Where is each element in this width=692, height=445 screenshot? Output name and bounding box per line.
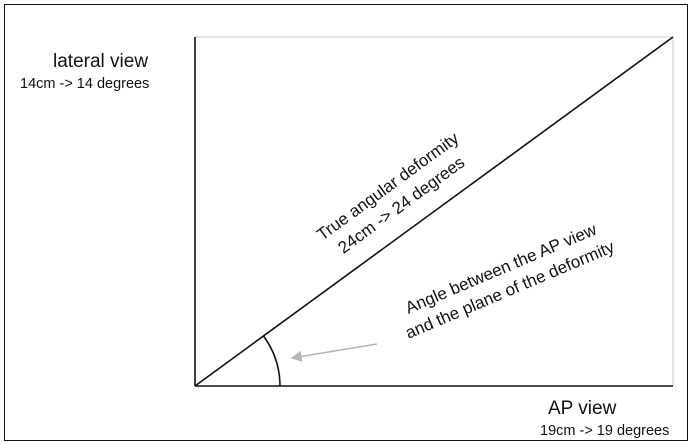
angle-arc [262,335,281,387]
lateral-view-title: lateral view [53,51,149,72]
deformity-diagonal-line [194,36,674,387]
deformity-triangle-diagram: True angular deformity 24cm -> 24 degree… [194,36,674,387]
diagram-frame: lateral view 14cm -> 14 degrees AP view … [4,4,688,441]
lateral-view-value: 14cm -> 14 degrees [20,76,150,92]
angle-pointer-arrow [290,343,378,362]
ap-view-title: AP view [548,398,617,419]
angle-label: Angle between the AP view and the plane … [403,220,618,343]
ap-view-value: 19cm -> 19 degrees [540,423,670,439]
true-deformity-label: True angular deformity 24cm -> 24 degree… [313,128,468,257]
